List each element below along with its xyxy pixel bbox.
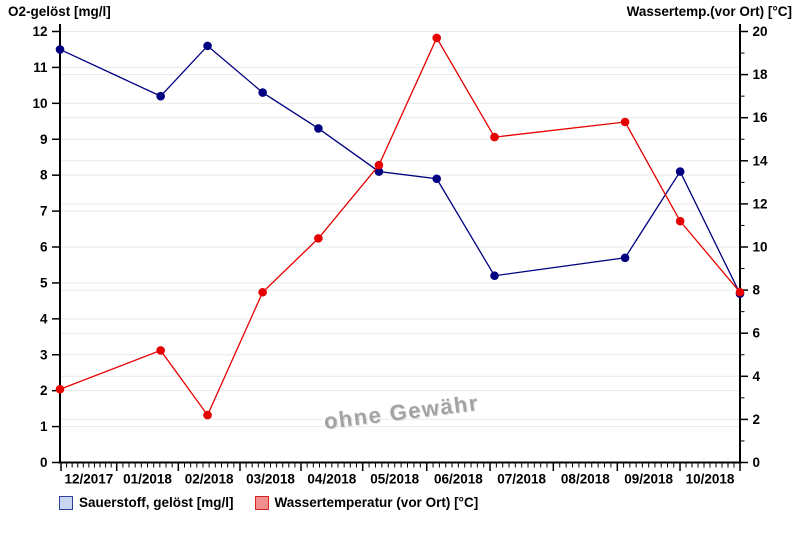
x-axis-tick-label: 05/2018: [370, 472, 419, 487]
data-point-oxygen-8: [620, 253, 630, 263]
legend-label-temperature: Wassertemperatur (vor Ort) [°C]: [274, 495, 479, 510]
left-axis-tick-label: 0: [40, 455, 48, 470]
x-axis-tick-label: 09/2018: [624, 472, 673, 487]
left-axis-tick-label: 5: [40, 275, 48, 290]
data-point-temperature-5: [374, 160, 384, 170]
legend-swatch-oxygen-icon: [59, 495, 73, 510]
left-axis-tick-label: 10: [32, 96, 47, 111]
left-axis-title: O2-gelöst [mg/l]: [8, 4, 111, 19]
x-axis-tick-label: 01/2018: [123, 472, 172, 487]
data-point-temperature-2: [203, 410, 212, 420]
data-point-oxygen-7: [490, 271, 499, 281]
right-axis-tick-label: 16: [753, 110, 769, 125]
data-point-oxygen-3: [258, 88, 267, 97]
x-axis-tick-label: 06/2018: [434, 472, 483, 487]
data-point-temperature-4: [314, 234, 323, 243]
data-point-oxygen-4: [314, 124, 323, 133]
right-axis-tick-label: 14: [753, 153, 769, 168]
data-point-temperature-0: [55, 384, 65, 394]
legend-label-oxygen: Sauerstoff, gelöst [mg/l]: [79, 495, 234, 510]
left-axis-tick-label: 3: [40, 347, 48, 362]
x-axis-tick-label: 07/2018: [497, 472, 546, 487]
left-axis-tick-label: 8: [40, 168, 48, 183]
right-axis-tick-label: 4: [753, 369, 761, 384]
left-axis-tick-label: 7: [40, 204, 48, 219]
x-axis-tick-label: 03/2018: [246, 472, 295, 487]
left-axis-tick-label: 2: [40, 383, 48, 398]
data-point-temperature-10: [735, 287, 745, 297]
right-axis-tick-label: 18: [753, 67, 769, 82]
right-axis-title: Wassertemp.(vor Ort) [°C]: [626, 4, 792, 19]
left-axis-tick-label: 9: [40, 132, 48, 147]
right-axis-tick-label: 6: [753, 326, 761, 341]
data-point-temperature-6: [432, 33, 442, 43]
right-axis-tick-label: 10: [753, 240, 768, 255]
series-line-oxygen: [59, 44, 741, 294]
left-axis-tick-label: 6: [40, 240, 48, 255]
data-point-oxygen-9: [675, 167, 685, 176]
data-point-oxygen-1: [156, 91, 165, 101]
left-axis-tick-label: 11: [33, 60, 48, 75]
left-axis-tick-label: 1: [40, 419, 48, 434]
right-axis-tick-label: 20: [753, 24, 768, 39]
data-point-oxygen-2: [203, 41, 212, 51]
right-axis-tick-label: 12: [753, 196, 768, 211]
chart-legend: Sauerstoff, gelöst [mg/l] Wassertemperat…: [59, 495, 478, 510]
data-point-temperature-3: [258, 287, 267, 297]
data-point-oxygen-0: [55, 45, 65, 54]
right-axis-tick-label: 8: [753, 283, 761, 298]
right-axis-tick-label: 0: [753, 455, 761, 470]
data-point-oxygen-6: [432, 174, 442, 184]
data-point-oxygen-5: [374, 167, 384, 176]
x-axis-tick-label: 02/2018: [185, 472, 234, 487]
data-point-temperature-7: [490, 132, 499, 142]
x-axis-tick-label: 12/2017: [64, 472, 113, 487]
right-axis-tick-label: 2: [753, 412, 761, 427]
legend-item-temperature: Wassertemperatur (vor Ort) [°C]: [254, 495, 479, 510]
data-point-temperature-9: [675, 216, 685, 226]
data-point-temperature-8: [620, 117, 630, 127]
left-axis-tick-label: 12: [32, 24, 47, 39]
x-axis-tick-label: 08/2018: [561, 472, 610, 487]
x-axis-tick-label: 04/2018: [307, 472, 356, 487]
x-axis-tick-label: 10/2018: [686, 472, 735, 487]
legend-swatch-temperature-icon: [254, 495, 269, 510]
left-axis-tick-label: 4: [40, 311, 48, 326]
legend-item-oxygen: Sauerstoff, gelöst [mg/l]: [59, 495, 234, 510]
data-point-temperature-1: [156, 346, 165, 355]
